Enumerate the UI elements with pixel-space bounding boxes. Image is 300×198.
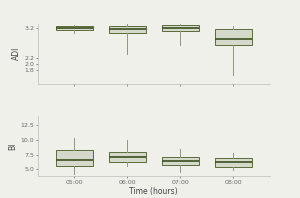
PathPatch shape	[109, 152, 146, 162]
PathPatch shape	[162, 25, 199, 31]
Y-axis label: ADI: ADI	[12, 47, 21, 60]
PathPatch shape	[56, 150, 93, 166]
PathPatch shape	[214, 158, 251, 167]
PathPatch shape	[109, 26, 146, 33]
X-axis label: Time (hours): Time (hours)	[129, 188, 178, 196]
PathPatch shape	[162, 157, 199, 165]
PathPatch shape	[214, 29, 251, 45]
Y-axis label: BI: BI	[8, 143, 17, 150]
PathPatch shape	[56, 26, 93, 30]
